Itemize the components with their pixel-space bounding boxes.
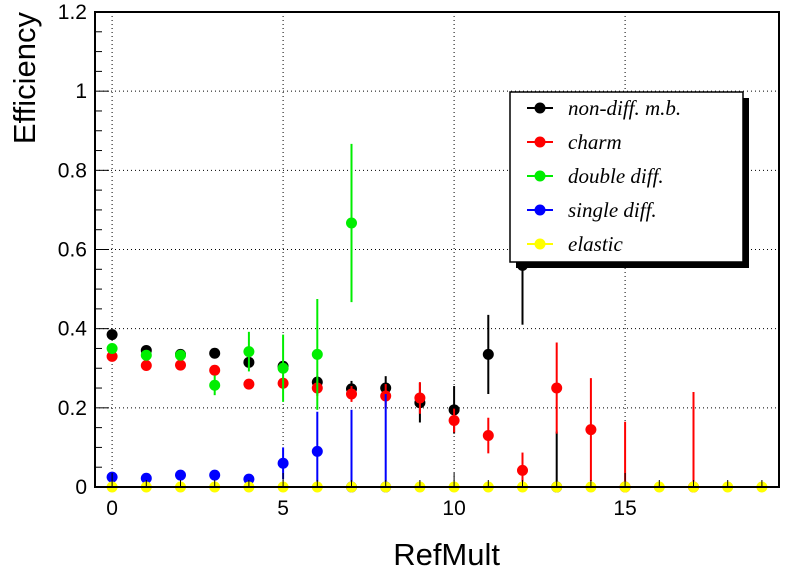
y-tick-label: 1.2 <box>58 1 87 24</box>
data-point <box>243 346 255 358</box>
legend-label: double diff. <box>568 164 664 188</box>
data-point <box>482 348 494 360</box>
legend-label: charm <box>568 130 622 154</box>
x-axis-title: RefMult <box>393 537 500 572</box>
y-tick-label: 0.8 <box>58 159 87 182</box>
tick-labels: 0 5 10 15 0 0.2 0.4 0.6 0.8 1 1.2 <box>58 1 637 520</box>
legend-label: non-diff. m.b. <box>568 96 681 120</box>
y-axis-title: Efficiency <box>7 12 42 145</box>
y-tick-label: 0.6 <box>58 239 87 262</box>
legend: non-diff. m.b. charm double diff. single di… <box>509 91 749 268</box>
data-point <box>277 457 289 469</box>
data-point <box>140 472 152 484</box>
series-single-diff- <box>106 393 392 493</box>
data-point <box>277 362 289 374</box>
data-point <box>551 382 563 394</box>
series-double-diff- <box>106 143 357 410</box>
legend-marker <box>534 102 546 114</box>
data-point <box>106 329 118 341</box>
data-point <box>346 217 357 229</box>
data-point <box>106 350 118 362</box>
legend-label: elastic <box>568 232 623 256</box>
data-point <box>106 342 118 354</box>
data-point <box>140 349 152 361</box>
legend-marker <box>534 170 546 182</box>
data-point <box>517 464 528 476</box>
legend-marker <box>534 204 546 216</box>
data-point <box>448 415 460 426</box>
legend-label: single diff. <box>568 198 657 222</box>
data-point <box>209 347 221 359</box>
data-point <box>140 359 152 371</box>
data-point <box>311 348 323 360</box>
x-tick-label: 0 <box>106 497 118 520</box>
legend-marker <box>534 238 546 250</box>
x-tick-label: 15 <box>613 497 636 520</box>
legend-marker <box>534 136 546 148</box>
y-tick-label: 1 <box>75 80 87 103</box>
data-point <box>175 349 186 361</box>
data-point <box>209 364 221 376</box>
data-point <box>482 430 494 442</box>
data-point <box>311 445 323 457</box>
data-point <box>585 424 597 436</box>
y-tick-label: 0 <box>75 476 87 499</box>
y-tick-label: 0.2 <box>58 397 87 420</box>
series-charm <box>106 342 699 493</box>
y-tick-label: 0.4 <box>58 318 88 341</box>
data-point <box>243 473 255 485</box>
data-point <box>243 378 255 390</box>
axis-ticks <box>95 11 763 488</box>
x-tick-label: 5 <box>277 497 289 520</box>
data-point <box>414 392 426 404</box>
data-point <box>346 388 357 400</box>
x-tick-label: 10 <box>442 497 465 520</box>
data-point <box>175 469 186 481</box>
data-point <box>209 379 221 391</box>
data-point <box>209 469 221 481</box>
series-non-diff-m-b- <box>106 205 563 493</box>
data-point <box>175 359 186 371</box>
